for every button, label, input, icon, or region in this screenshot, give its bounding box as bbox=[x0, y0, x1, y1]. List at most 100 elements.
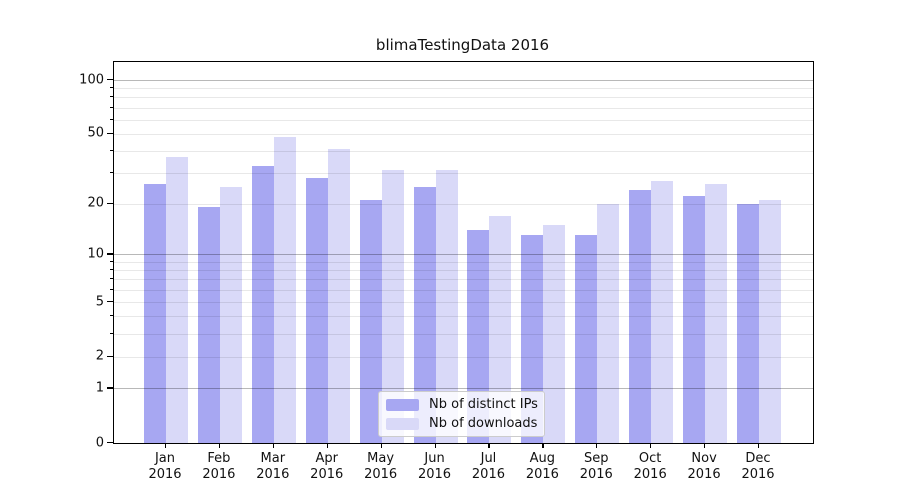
x-tick-label-month-aug: Aug bbox=[529, 451, 556, 466]
bar-nb-of-distinct-ips-mar bbox=[251, 165, 274, 443]
x-tick-apr bbox=[326, 443, 328, 448]
gridline-minor-40 bbox=[114, 150, 813, 152]
y-tick-10 bbox=[107, 253, 113, 255]
x-tick-label-jun: Jun 2016 bbox=[403, 451, 467, 483]
legend-swatch-distinct-ips bbox=[386, 398, 419, 411]
bar-nb-of-downloads-oct bbox=[651, 180, 674, 443]
gridline-minor-70 bbox=[114, 107, 813, 109]
x-tick-label-dec: Dec 2016 bbox=[726, 451, 790, 483]
legend-item-downloads: Nb of downloads bbox=[386, 416, 538, 431]
legend: Nb of distinct IPs Nb of downloads bbox=[378, 391, 545, 437]
x-tick-jul bbox=[488, 443, 490, 448]
gridline-major-1 bbox=[114, 388, 813, 390]
y-tick-label-5: 5 bbox=[95, 294, 104, 310]
y-tick-0 bbox=[107, 442, 113, 444]
gridline-minor-80 bbox=[114, 97, 813, 99]
x-tick-label-year-nov: 2016 bbox=[687, 467, 721, 482]
x-tick-label-month-apr: Apr bbox=[315, 451, 338, 466]
x-tick-label-month-dec: Dec bbox=[745, 451, 771, 466]
y-tick-1 bbox=[107, 387, 113, 389]
x-tick-label-month-oct: Oct bbox=[638, 451, 662, 466]
x-tick-label-mar: Mar 2016 bbox=[241, 451, 305, 483]
x-tick-label-apr: Apr 2016 bbox=[295, 451, 359, 483]
x-tick-label-year-oct: 2016 bbox=[633, 467, 667, 482]
y-minor-tick-60 bbox=[110, 118, 113, 120]
x-tick-mar bbox=[272, 443, 274, 448]
bar-nb-of-distinct-ips-jan bbox=[144, 183, 166, 443]
bar-nb-of-distinct-ips-dec bbox=[736, 203, 759, 443]
gridline-minor-5 bbox=[114, 302, 813, 304]
x-tick-label-sep: Sep 2016 bbox=[564, 451, 628, 483]
bar-nb-of-distinct-ips-sep bbox=[575, 235, 598, 443]
x-tick-label-jan: Jan 2016 bbox=[133, 451, 197, 483]
bar-nb-of-distinct-ips-oct bbox=[629, 189, 652, 443]
x-tick-label-month-feb: Feb bbox=[207, 451, 231, 466]
gridline-major-10 bbox=[114, 254, 813, 256]
y-tick-label-100: 100 bbox=[79, 72, 104, 87]
legend-item-distinct-ips: Nb of distinct IPs bbox=[386, 397, 538, 412]
x-tick-label-month-jun: Jun bbox=[424, 451, 445, 466]
x-tick-label-year-jul: 2016 bbox=[471, 467, 505, 482]
x-tick-label-month-may: May bbox=[367, 451, 395, 466]
bar-nb-of-distinct-ips-apr bbox=[305, 178, 328, 443]
x-tick-jun bbox=[434, 443, 436, 448]
x-tick-label-year-jun: 2016 bbox=[417, 467, 452, 482]
bar-nb-of-downloads-jul bbox=[489, 215, 512, 443]
y-minor-tick-50 bbox=[110, 132, 113, 134]
bar-nb-of-downloads-jun bbox=[435, 170, 458, 443]
gridline-minor-7 bbox=[114, 279, 813, 281]
x-tick-label-year-mar: 2016 bbox=[256, 467, 290, 482]
gridline-minor-4 bbox=[114, 316, 813, 318]
x-tick-label-month-sep: Sep bbox=[584, 451, 609, 466]
y-minor-tick-6 bbox=[110, 288, 113, 290]
x-tick-label-nov: Nov 2016 bbox=[672, 451, 736, 483]
bar-nb-of-downloads-aug bbox=[543, 224, 566, 443]
bar-nb-of-downloads-feb bbox=[219, 186, 242, 443]
gridline-minor-90 bbox=[114, 88, 813, 90]
x-tick-aug bbox=[542, 443, 544, 448]
x-tick-label-year-apr: 2016 bbox=[310, 467, 344, 482]
gridline-major-100 bbox=[114, 80, 813, 81]
x-tick-label-oct: Oct 2016 bbox=[618, 451, 682, 483]
x-tick-feb bbox=[218, 443, 221, 448]
gridline-minor-30 bbox=[114, 172, 813, 174]
y-minor-tick-8 bbox=[110, 269, 113, 271]
y-minor-tick-80 bbox=[110, 96, 113, 98]
x-tick-label-year-jan: 2016 bbox=[148, 467, 182, 482]
bar-nb-of-downloads-jan bbox=[166, 156, 188, 443]
y-tick-label-50: 50 bbox=[87, 125, 104, 141]
gridline-minor-8 bbox=[114, 270, 813, 272]
y-minor-tick-40 bbox=[110, 149, 113, 151]
x-tick-label-year-sep: 2016 bbox=[579, 467, 613, 482]
y-tick-label-20: 20 bbox=[87, 195, 104, 211]
y-minor-tick-90 bbox=[110, 87, 113, 89]
x-tick-label-year-may: 2016 bbox=[364, 467, 398, 482]
y-minor-tick-9 bbox=[110, 260, 113, 262]
y-minor-tick-70 bbox=[110, 106, 113, 108]
x-tick-label-year-aug: 2016 bbox=[525, 467, 559, 482]
bar-nb-of-distinct-ips-may bbox=[359, 199, 382, 443]
x-tick-label-month-jan: Jan bbox=[154, 451, 176, 466]
plot-area bbox=[113, 61, 814, 444]
y-minor-tick-2 bbox=[110, 355, 113, 357]
y-tick-label-0: 0 bbox=[95, 435, 104, 450]
bar-nb-of-distinct-ips-feb bbox=[197, 207, 220, 443]
x-tick-oct bbox=[650, 443, 652, 448]
bar-nb-of-distinct-ips-nov bbox=[683, 196, 706, 443]
x-tick-label-year-dec: 2016 bbox=[741, 467, 775, 482]
legend-label-distinct-ips: Nb of distinct IPs bbox=[429, 397, 538, 412]
y-minor-tick-4 bbox=[110, 315, 113, 317]
bar-nb-of-downloads-nov bbox=[705, 183, 728, 443]
y-tick-label-1: 1 bbox=[95, 380, 104, 396]
x-tick-may bbox=[380, 443, 382, 448]
bar-nb-of-downloads-may bbox=[381, 170, 404, 443]
y-tick-100 bbox=[107, 79, 113, 81]
gridline-minor-9 bbox=[114, 261, 813, 263]
gridline-minor-60 bbox=[114, 119, 813, 121]
x-tick-label-month-jul: Jul bbox=[480, 451, 497, 466]
bar-nb-of-distinct-ips-jun bbox=[413, 186, 436, 443]
y-tick-label-10: 10 bbox=[87, 246, 104, 262]
chart-title: blimaTestingData 2016 bbox=[375, 36, 550, 54]
bar-nb-of-distinct-ips-jul bbox=[467, 230, 490, 443]
